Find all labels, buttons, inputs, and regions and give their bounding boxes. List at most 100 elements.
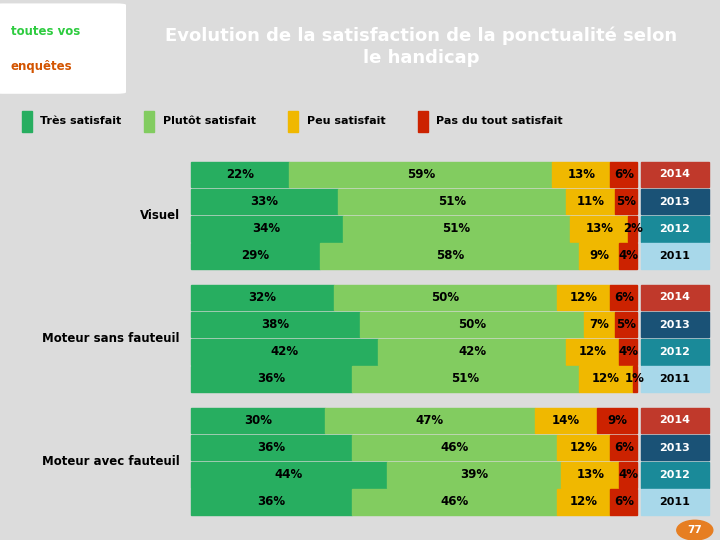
Bar — [641, 489, 709, 515]
Bar — [191, 216, 343, 241]
Text: 42%: 42% — [458, 345, 486, 358]
Bar — [641, 312, 709, 338]
Text: 12%: 12% — [570, 441, 598, 454]
Text: 38%: 38% — [261, 318, 289, 331]
Bar — [615, 189, 637, 214]
Bar — [191, 435, 351, 461]
Bar — [22, 111, 32, 132]
Bar — [641, 243, 709, 269]
Bar — [641, 339, 709, 364]
Text: 47%: 47% — [415, 414, 444, 427]
Bar — [641, 366, 709, 392]
Text: Plutôt satisfait: Plutôt satisfait — [163, 117, 256, 126]
Bar — [641, 285, 709, 310]
Text: 9%: 9% — [607, 414, 627, 427]
Text: 36%: 36% — [257, 441, 285, 454]
Bar — [191, 408, 325, 433]
Bar — [534, 408, 597, 433]
Bar — [611, 161, 637, 187]
Text: 2011: 2011 — [660, 374, 690, 384]
Bar — [641, 161, 709, 187]
Bar — [191, 161, 289, 187]
Text: 2012: 2012 — [660, 347, 690, 357]
Bar — [343, 216, 570, 241]
Text: 7%: 7% — [589, 318, 609, 331]
Text: 9%: 9% — [589, 249, 609, 262]
Text: Moteur avec fauteuil: Moteur avec fauteuil — [42, 455, 180, 468]
Text: Très satisfait: Très satisfait — [40, 117, 122, 126]
Bar — [641, 462, 709, 488]
Text: 2014: 2014 — [660, 292, 690, 302]
Bar — [325, 408, 534, 433]
Bar — [361, 312, 584, 338]
Text: 4%: 4% — [618, 345, 638, 358]
Bar — [191, 339, 378, 364]
Bar — [619, 243, 637, 269]
Text: 2011: 2011 — [660, 497, 690, 507]
Bar — [566, 339, 619, 364]
Text: enquêtes: enquêtes — [11, 59, 73, 72]
Bar — [387, 462, 562, 488]
Text: 44%: 44% — [275, 468, 303, 481]
Text: 51%: 51% — [438, 195, 466, 208]
Bar — [288, 111, 298, 132]
Bar — [191, 489, 351, 515]
Bar — [619, 339, 637, 364]
Text: 14%: 14% — [552, 414, 580, 427]
Text: 12%: 12% — [579, 345, 606, 358]
Bar — [584, 312, 615, 338]
Text: 51%: 51% — [451, 373, 480, 386]
Bar — [641, 408, 709, 433]
Bar — [191, 189, 338, 214]
Text: 46%: 46% — [440, 496, 468, 509]
Bar — [570, 216, 629, 241]
Bar — [557, 489, 611, 515]
Bar — [566, 189, 615, 214]
Bar — [641, 189, 709, 214]
Circle shape — [677, 521, 713, 540]
Text: 32%: 32% — [248, 291, 276, 304]
Text: 6%: 6% — [614, 496, 634, 509]
Text: 77: 77 — [688, 525, 702, 535]
Text: 13%: 13% — [585, 222, 613, 235]
Text: 2013: 2013 — [660, 197, 690, 207]
Bar — [579, 366, 633, 392]
Text: 33%: 33% — [251, 195, 279, 208]
Bar — [378, 339, 566, 364]
Bar — [351, 435, 557, 461]
Bar — [611, 285, 637, 310]
Bar — [641, 435, 709, 461]
Text: 4%: 4% — [618, 468, 638, 481]
Text: 6%: 6% — [614, 168, 634, 181]
Text: 13%: 13% — [576, 468, 604, 481]
Text: Evolution de la satisfaction de la ponctualité selon
le handicap: Evolution de la satisfaction de la ponct… — [165, 26, 678, 67]
Text: 4%: 4% — [618, 249, 638, 262]
Bar — [320, 243, 579, 269]
Text: 12%: 12% — [570, 291, 598, 304]
Bar — [562, 462, 619, 488]
Bar — [615, 312, 637, 338]
Bar — [351, 366, 579, 392]
Text: 5%: 5% — [616, 195, 636, 208]
Text: 11%: 11% — [576, 195, 604, 208]
Bar — [289, 161, 552, 187]
Text: 2012: 2012 — [660, 224, 690, 234]
Text: 13%: 13% — [567, 168, 595, 181]
Text: 42%: 42% — [271, 345, 299, 358]
Bar — [191, 366, 351, 392]
Text: Pas du tout satisfait: Pas du tout satisfait — [436, 117, 563, 126]
Text: 2013: 2013 — [660, 443, 690, 453]
Text: 39%: 39% — [460, 468, 488, 481]
Text: 2011: 2011 — [660, 251, 690, 261]
Bar — [619, 462, 637, 488]
Bar — [338, 189, 566, 214]
Text: 6%: 6% — [614, 441, 634, 454]
Bar — [351, 489, 557, 515]
Text: Peu satisfait: Peu satisfait — [307, 117, 385, 126]
Text: 36%: 36% — [257, 373, 285, 386]
Bar — [597, 408, 637, 433]
Text: 58%: 58% — [436, 249, 464, 262]
FancyBboxPatch shape — [0, 3, 126, 94]
Text: toutes vos: toutes vos — [11, 25, 80, 38]
Text: 2014: 2014 — [660, 415, 690, 426]
